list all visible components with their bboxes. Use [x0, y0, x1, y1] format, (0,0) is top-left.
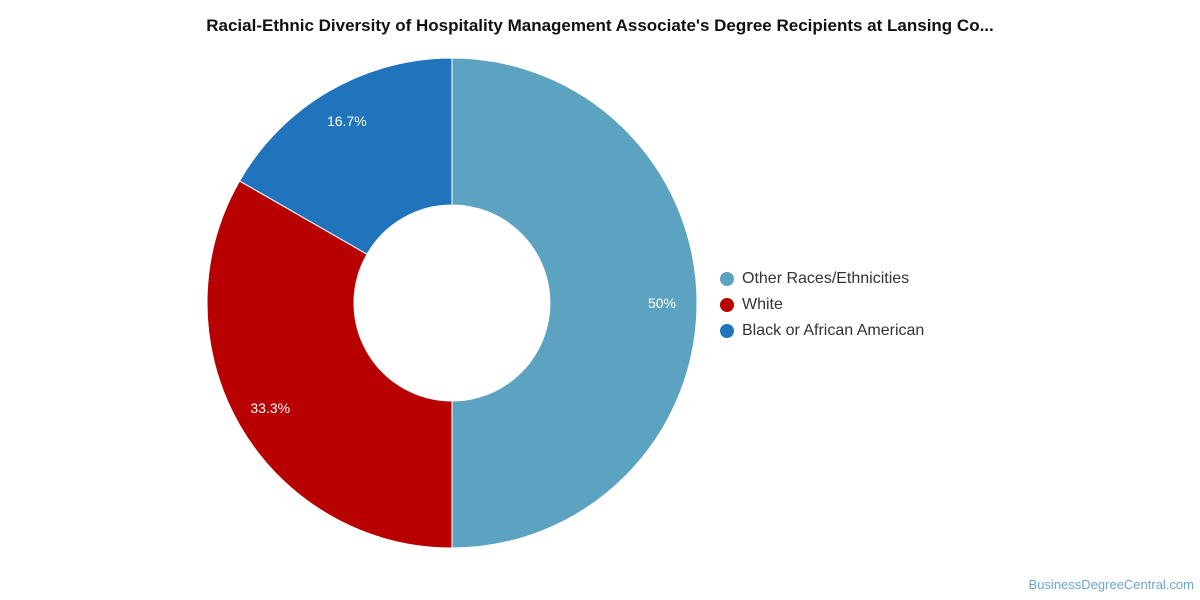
legend: Other Races/Ethnicities White Black or A…: [720, 266, 924, 344]
chart-title: Racial-Ethnic Diversity of Hospitality M…: [206, 16, 994, 35]
slice-black[interactable]: [238, 57, 453, 255]
slice-white[interactable]: [206, 180, 453, 549]
legend-swatch-white: [720, 298, 734, 312]
slice-white-label: 33.3%: [250, 400, 290, 416]
legend-swatch-black: [720, 324, 734, 338]
legend-item-black[interactable]: Black or African American: [720, 318, 924, 344]
legend-swatch-other: [720, 272, 734, 286]
source-watermark[interactable]: BusinessDegreeCentral.com: [1028, 577, 1194, 592]
donut-labels: 50% 33.3% 16.7%: [250, 113, 676, 416]
donut-slices: [206, 57, 698, 549]
legend-label-black: Black or African American: [742, 322, 925, 339]
legend-item-other[interactable]: Other Races/Ethnicities: [720, 266, 924, 292]
slice-other[interactable]: [451, 57, 698, 549]
slice-other-label: 50%: [648, 295, 676, 311]
legend-label-other: Other Races/Ethnicities: [742, 270, 910, 287]
legend-item-white[interactable]: White: [720, 292, 924, 318]
slice-black-label: 16.7%: [327, 113, 367, 129]
legend-label-white: White: [742, 296, 783, 313]
